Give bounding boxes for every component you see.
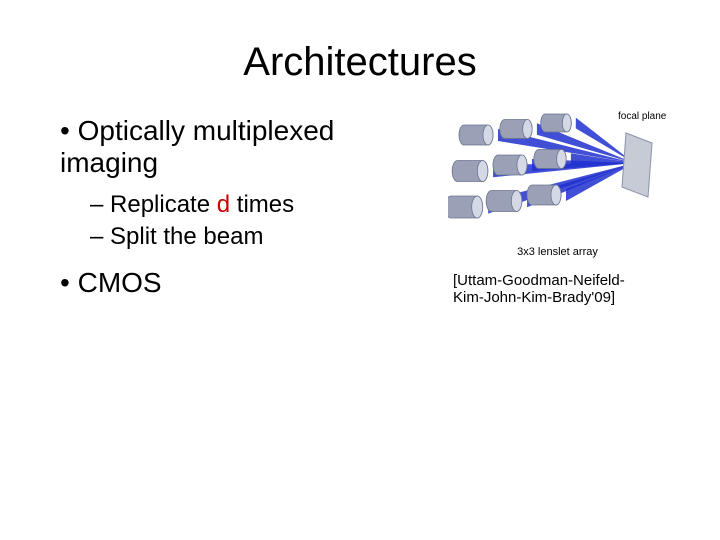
citation: [Uttam-Goodman-Neifeld- Kim-John-Kim-Bra…: [445, 272, 670, 306]
bullet-replicate: Replicate d times: [90, 191, 435, 219]
right-column: focal plane 3x3 lenslet array [Uttam-Goo…: [445, 115, 670, 311]
lenslet-figure: focal plane: [448, 105, 668, 240]
bullet-replicate-d: d: [217, 191, 230, 218]
bullet-split-beam: Split the beam: [90, 223, 435, 251]
citation-line2: Kim-John-Kim-Brady'09]: [453, 289, 615, 306]
svg-text:focal plane: focal plane: [618, 111, 667, 122]
bullet-cmos: CMOS: [60, 267, 435, 299]
bullet-replicate-pre: Replicate: [110, 191, 217, 218]
bullet-optically-multiplexed: Optically multiplexed imaging: [60, 115, 435, 179]
left-column: Optically multiplexed imaging Replicate …: [50, 115, 445, 311]
figure-caption: 3x3 lenslet array: [517, 246, 598, 258]
citation-line1: [Uttam-Goodman-Neifeld-: [453, 272, 625, 289]
content-row: Optically multiplexed imaging Replicate …: [50, 115, 670, 311]
slide: Architectures Optically multiplexed imag…: [0, 0, 720, 540]
slide-title: Architectures: [50, 40, 670, 85]
bullet-replicate-post: times: [230, 191, 294, 218]
